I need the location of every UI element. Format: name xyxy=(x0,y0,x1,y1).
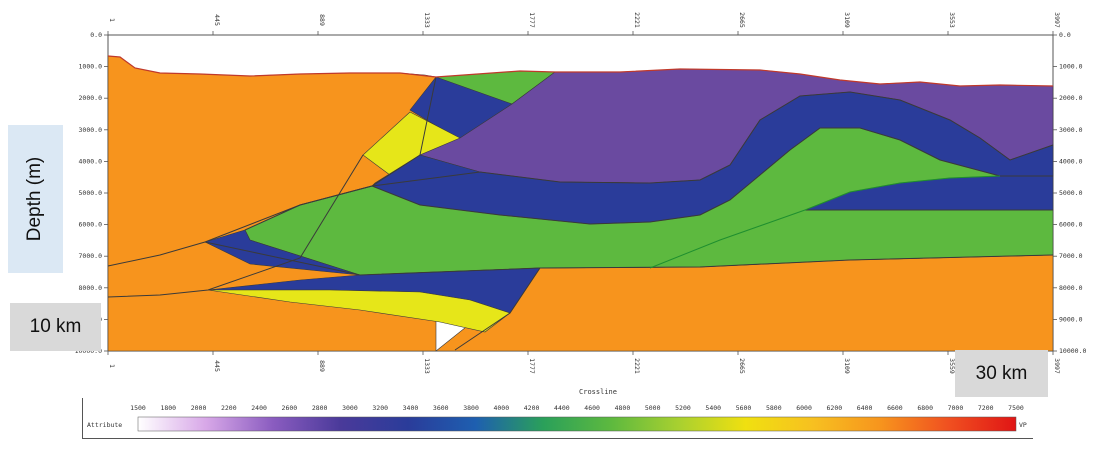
bottom-tick-label: 2221 xyxy=(633,358,641,374)
depth-tick-label: 2000.0 xyxy=(79,94,103,102)
depth-tick-label: 5000.0 xyxy=(1059,189,1083,197)
horizon-blue-base xyxy=(371,127,1053,225)
bottom-tick-label: 889 xyxy=(318,360,326,372)
colorbar-tick-label: 6000 xyxy=(796,404,812,412)
colorbar-tick-label: 2200 xyxy=(221,404,237,412)
top-tick-label: 889 xyxy=(318,14,326,26)
colorbar-tick-label: 3600 xyxy=(433,404,449,412)
colorbar-tick-label: 5200 xyxy=(675,404,691,412)
top-tick-label: 1 xyxy=(108,18,116,22)
colorbar-tick-label: 4200 xyxy=(524,404,540,412)
depth-tick-label: 1000.0 xyxy=(79,63,103,71)
colorbar-tick-label: 7000 xyxy=(948,404,964,412)
right-scale-label: 30 km xyxy=(955,350,1048,397)
bottom-tick-label: 2665 xyxy=(738,358,746,374)
crossline-axis-title: Crossline xyxy=(579,388,617,396)
colorbar-tick-label: 7500 xyxy=(1008,404,1024,412)
colorbar-tick-label: 3400 xyxy=(403,404,419,412)
colorbar-tick-label: 3000 xyxy=(342,404,358,412)
colorbar-tick-label: 5000 xyxy=(645,404,661,412)
depth-label-box: Depth (m) xyxy=(8,125,63,273)
colorbar-tick-label: 2800 xyxy=(312,404,328,412)
horizon-green-left xyxy=(244,185,373,231)
depth-tick-label: 3000.0 xyxy=(79,126,103,134)
right-depth-ticks: 0.0 1000.0 2000.0 3000.0 4000.0 5000.0 6000.0 7… xyxy=(1053,31,1086,355)
colorbar-tick-label: 4600 xyxy=(584,404,600,412)
colorbar-frame xyxy=(82,398,1033,439)
top-tick-label: 1777 xyxy=(528,12,536,28)
colorbar-tick-label: 6400 xyxy=(857,404,873,412)
colorbar-unit: VP xyxy=(1019,421,1027,429)
bottom-tick-label: 1777 xyxy=(528,358,536,374)
surface-line xyxy=(107,55,1054,87)
geology-layers xyxy=(107,55,1054,352)
left-scale-label: 10 km xyxy=(10,303,101,351)
depth-tick-label: 10000.0 xyxy=(75,347,102,355)
depth-tick-label: 10000.0 xyxy=(1059,347,1086,355)
depth-tick-label: 0.0 xyxy=(1059,31,1071,39)
depth-tick-label: 4000.0 xyxy=(1059,157,1083,165)
depth-tick-label: 5000.0 xyxy=(79,189,103,197)
bottom-tick-label: 1333 xyxy=(423,358,431,374)
colorbar-tick-label: 2000 xyxy=(191,404,207,412)
depth-tick-label: 0.0 xyxy=(90,31,102,39)
top-tick-label: 445 xyxy=(213,14,221,26)
fault-line-lower xyxy=(107,154,364,298)
depth-tick-label: 6000.0 xyxy=(1059,221,1083,229)
bottom-tick-label: 3559 xyxy=(948,358,956,374)
top-tick-label: 2665 xyxy=(738,12,746,28)
bottom-tick-label: 1 xyxy=(108,364,116,368)
top-tick-label: 3997 xyxy=(1053,12,1061,28)
horizon-blue-lower xyxy=(204,241,541,276)
horizon-green-rise xyxy=(649,175,1001,269)
bottom-axis-ticks: 1 445 889 1333 1777 2221 2665 3109 3559 3997 xyxy=(107,351,1061,374)
colorbar-ticks: 1500 1800 2000 2200 2400 2600 2800 3000 3200 3400… xyxy=(130,404,1024,412)
horizon-purple-base xyxy=(371,91,1054,187)
colorbar-tick-label: 3200 xyxy=(372,404,388,412)
colorbar-gradient xyxy=(137,416,1017,432)
depth-label: Depth (m) xyxy=(24,156,46,242)
colorbar-tick-label: 1800 xyxy=(160,404,176,412)
fault-line-right xyxy=(454,267,541,351)
horizon-green-base xyxy=(539,254,1054,269)
depth-tick-label: 8000.0 xyxy=(79,284,103,292)
colorbar-tick-label: 1500 xyxy=(130,404,146,412)
colorbar-tick-label: 4800 xyxy=(615,404,631,412)
colorbar-tick-label: 6800 xyxy=(917,404,933,412)
depth-tick-label: 7000.0 xyxy=(1059,252,1083,260)
depth-tick-label: 3000.0 xyxy=(1059,126,1083,134)
top-tick-label: 1333 xyxy=(423,12,431,28)
depth-tick-label: 4000.0 xyxy=(79,157,103,165)
horizon-lines xyxy=(107,76,1054,351)
depth-tick-label: 1000.0 xyxy=(1059,63,1083,71)
depth-tick-label: 6000.0 xyxy=(79,221,103,229)
colorbar-tick-label: 5600 xyxy=(736,404,752,412)
colorbar-tick-label: 7200 xyxy=(978,404,994,412)
colorbar-tick-label: 4400 xyxy=(554,404,570,412)
depth-tick-label: 7000.0 xyxy=(79,252,103,260)
colorbar-label: Attribute xyxy=(87,421,122,429)
colorbar-tick-label: 5400 xyxy=(705,404,721,412)
top-tick-label: 2221 xyxy=(633,12,641,28)
colorbar-tick-label: 2400 xyxy=(251,404,267,412)
colorbar-tick-label: 6200 xyxy=(827,404,843,412)
colorbar-tick-label: 6600 xyxy=(887,404,903,412)
bottom-tick-label: 3997 xyxy=(1053,358,1061,374)
colorbar-tick-label: 5800 xyxy=(766,404,782,412)
top-tick-label: 3109 xyxy=(843,12,851,28)
bottom-tick-label: 3109 xyxy=(843,358,851,374)
colorbar-tick-label: 4000 xyxy=(493,404,509,412)
colorbar-tick-label: 2600 xyxy=(282,404,298,412)
top-axis-ticks: 1 445 889 1333 1777 2221 2665 3109 3553 3997 xyxy=(107,12,1061,35)
depth-tick-label: 8000.0 xyxy=(1059,284,1083,292)
colorbar-tick-label: 3800 xyxy=(463,404,479,412)
depth-tick-label: 9000.0 xyxy=(1059,315,1083,323)
depth-tick-label: 2000.0 xyxy=(1059,94,1083,102)
bottom-tick-label: 445 xyxy=(213,360,221,372)
top-tick-label: 3553 xyxy=(948,12,956,28)
